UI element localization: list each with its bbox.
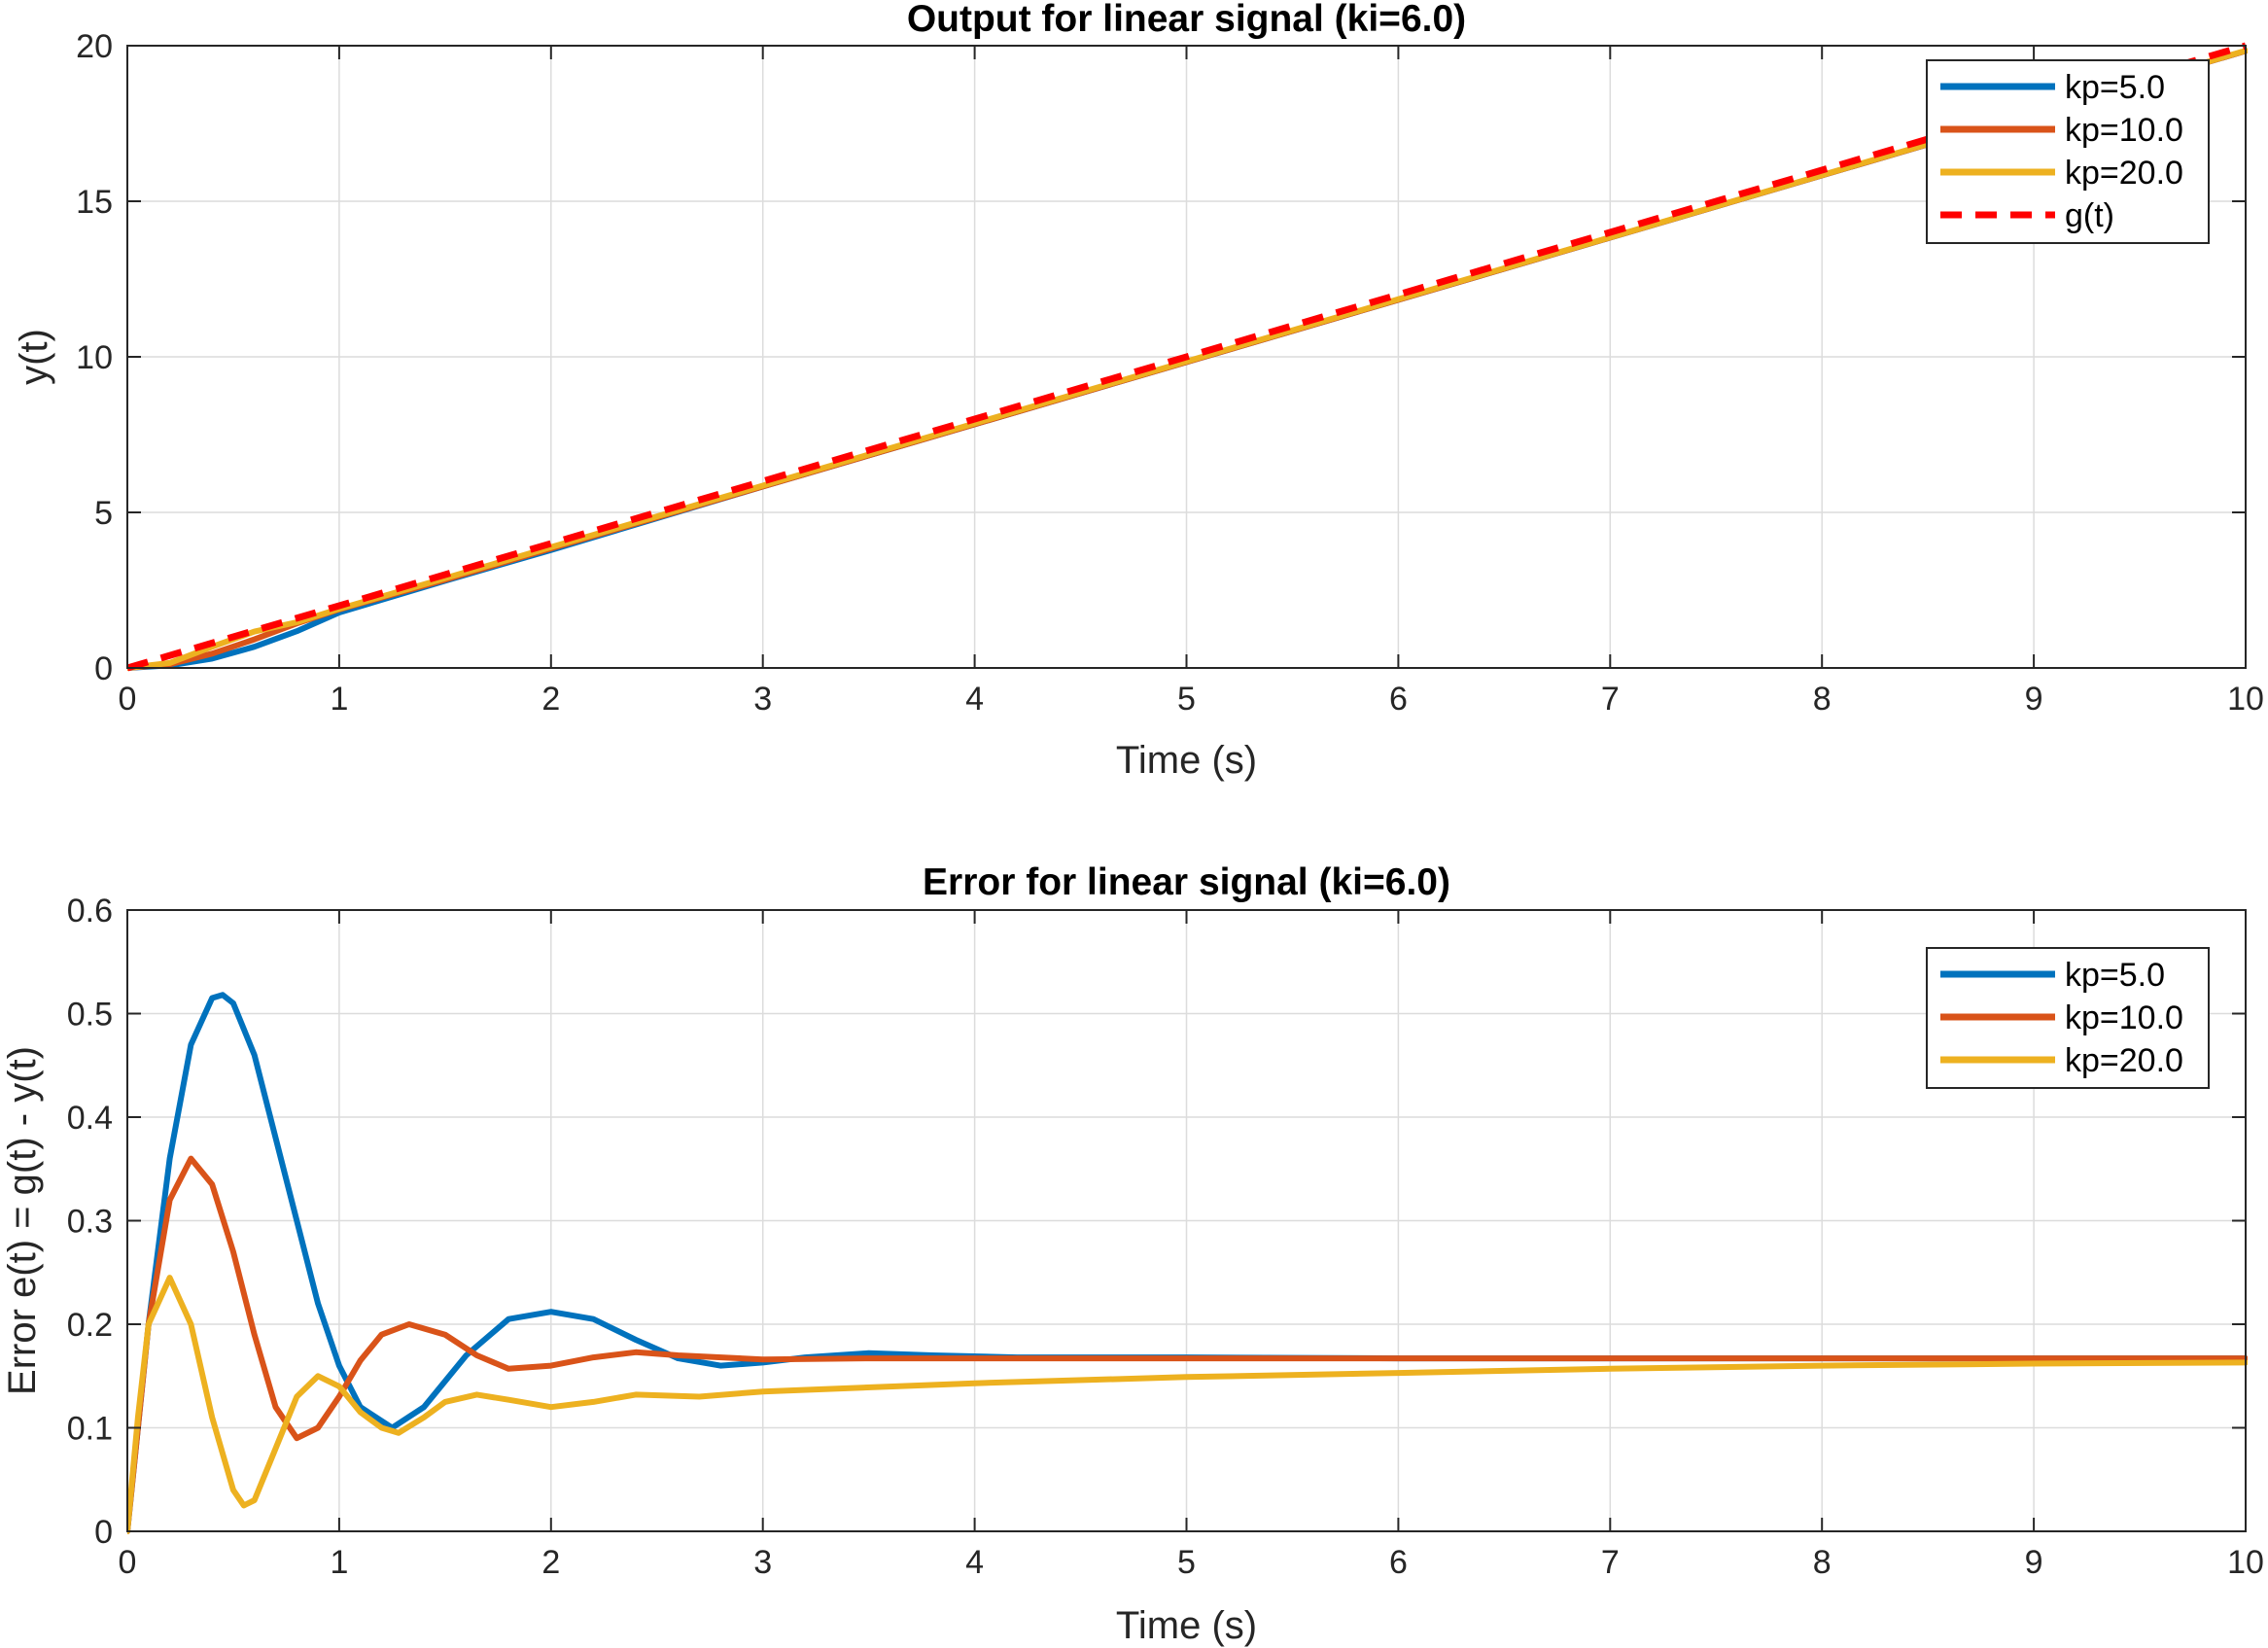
x-tick-label: 9 bbox=[2025, 681, 2043, 718]
x-tick-label: 5 bbox=[1177, 1544, 1196, 1581]
x-tick-label: 6 bbox=[1389, 1544, 1408, 1581]
x-tick-label: 2 bbox=[541, 1544, 560, 1581]
x-tick-label: 3 bbox=[753, 681, 772, 718]
y-tick-label: 15 bbox=[76, 184, 113, 221]
x-tick-label: 9 bbox=[2025, 1544, 2043, 1581]
y-tick-label: 0.2 bbox=[67, 1307, 113, 1344]
x-tick-label: 1 bbox=[330, 681, 348, 718]
x-tick-label: 5 bbox=[1177, 681, 1196, 718]
legend-label: kp=5.0 bbox=[2065, 69, 2165, 106]
legend-label: kp=10.0 bbox=[2065, 999, 2183, 1036]
y-tick-label: 0.1 bbox=[67, 1411, 113, 1448]
legend-label: kp=20.0 bbox=[2065, 155, 2183, 192]
x-tick-label: 8 bbox=[1813, 1544, 1832, 1581]
y-tick-label: 20 bbox=[76, 28, 113, 65]
y-axis-label: y(t) bbox=[13, 329, 55, 385]
y-tick-label: 0.5 bbox=[67, 997, 113, 1034]
y-tick-label: 0.3 bbox=[67, 1204, 113, 1241]
chart-title: Error for linear signal (ki=6.0) bbox=[923, 861, 1450, 903]
x-tick-label: 10 bbox=[2227, 1544, 2264, 1581]
x-tick-label: 7 bbox=[1601, 681, 1620, 718]
y-tick-label: 0.6 bbox=[67, 893, 113, 929]
legend: kp=5.0 kp=10.0 kp=20.0 bbox=[1926, 947, 2210, 1089]
x-tick-label: 4 bbox=[965, 681, 984, 718]
x-axis-label: Time (s) bbox=[1116, 739, 1257, 782]
series-line-kp=10.0 bbox=[127, 1155, 2248, 1534]
chart-title: Output for linear signal (ki=6.0) bbox=[907, 0, 1466, 40]
legend-label: kp=20.0 bbox=[2065, 1042, 2183, 1079]
x-tick-label: 0 bbox=[119, 681, 137, 718]
x-tick-label: 10 bbox=[2227, 681, 2264, 718]
legend-box bbox=[1926, 59, 2210, 244]
x-tick-label: 1 bbox=[330, 1544, 348, 1581]
x-axis-label: Time (s) bbox=[1116, 1604, 1257, 1647]
legend: kp=5.0 kp=10.0 kp=20.0 g(t) bbox=[1926, 59, 2210, 244]
output-chart: 0 1 2 3 4 5 6 7 8 9 10 0 5 10 15 20 Output for linear si… bbox=[13, 0, 2264, 782]
error-chart: 0 1 2 3 4 5 6 7 8 9 10 0 0.1 0.2 0.3 0.4 0.5 0.6 Error for… bbox=[1, 861, 2264, 1647]
y-tick-label: 0 bbox=[94, 1514, 113, 1551]
y-tick-label: 0 bbox=[94, 650, 113, 687]
x-tick-label: 0 bbox=[119, 1544, 137, 1581]
legend-label: kp=10.0 bbox=[2065, 112, 2183, 149]
x-tick-label: 4 bbox=[965, 1544, 984, 1581]
series-line-g(t) bbox=[127, 42, 2247, 672]
x-tick-label: 3 bbox=[753, 1544, 772, 1581]
series-line-kp=20.0 bbox=[127, 1275, 2248, 1534]
x-tick-label: 2 bbox=[541, 681, 560, 718]
legend-label: g(t) bbox=[2065, 197, 2114, 234]
x-tick-label: 6 bbox=[1389, 681, 1408, 718]
y-tick-label: 10 bbox=[76, 339, 113, 376]
legend-label: kp=5.0 bbox=[2065, 957, 2165, 994]
y-axis-label: Error e(t) = g(t) - y(t) bbox=[1, 1046, 44, 1395]
series-group bbox=[127, 42, 2248, 672]
y-tick-label: 0.4 bbox=[67, 1100, 113, 1137]
x-tick-label: 8 bbox=[1813, 681, 1832, 718]
y-tick-label: 5 bbox=[94, 495, 113, 532]
x-tick-label: 7 bbox=[1601, 1544, 1620, 1581]
series-group bbox=[127, 992, 2248, 1534]
